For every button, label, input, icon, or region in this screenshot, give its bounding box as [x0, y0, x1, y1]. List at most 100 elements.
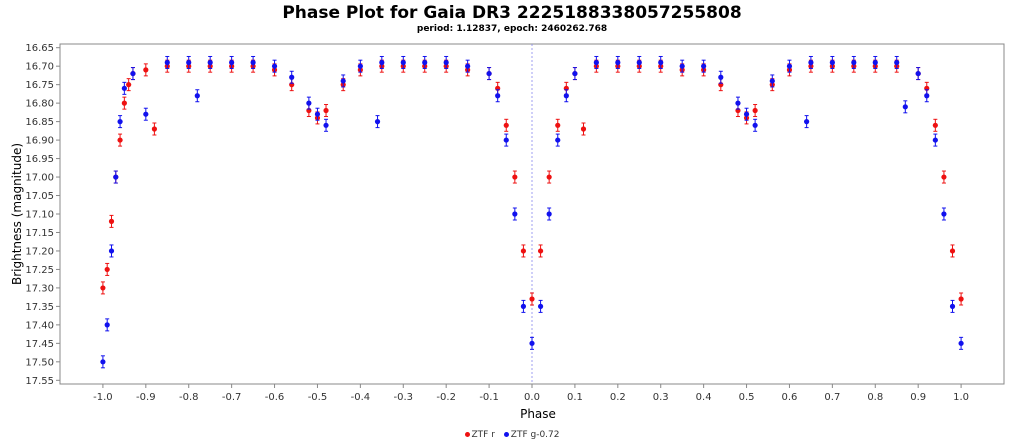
data-point	[958, 340, 964, 346]
x-tick-label: 0.5	[739, 392, 755, 403]
data-point	[752, 122, 758, 128]
series-ztf-g	[100, 55, 964, 369]
data-point	[563, 93, 569, 99]
data-point	[949, 303, 956, 309]
data-point	[520, 303, 527, 309]
x-tick-label: -0.7	[222, 392, 242, 403]
y-tick-label: 16.70	[25, 62, 54, 73]
y-tick-label: 17.00	[25, 173, 54, 184]
data-point	[915, 70, 921, 77]
y-tick-label: 16.75	[25, 80, 54, 91]
y-tick-label: 16.85	[25, 117, 54, 128]
data-point	[194, 93, 200, 99]
x-tick-label: 0.1	[567, 392, 583, 403]
data-point	[229, 59, 235, 66]
data-point	[735, 100, 741, 106]
data-point	[752, 107, 758, 114]
data-point	[357, 63, 363, 69]
data-point	[636, 59, 642, 66]
data-point	[572, 70, 578, 77]
data-point	[503, 137, 509, 143]
y-tick-label: 16.65	[25, 43, 54, 54]
data-point	[100, 285, 106, 291]
data-point	[100, 359, 106, 365]
y-tick-label: 17.30	[25, 283, 54, 294]
data-point	[808, 59, 814, 66]
data-point	[164, 59, 170, 66]
x-tick-label: -0.1	[479, 392, 499, 403]
data-point	[250, 59, 256, 66]
x-tick-label: -0.4	[351, 392, 371, 403]
y-tick-label: 17.50	[25, 357, 54, 368]
x-tick-label: -0.5	[308, 392, 328, 403]
x-tick-label: 0.7	[824, 392, 840, 403]
y-tick-label: 17.05	[25, 191, 54, 202]
data-point	[422, 59, 428, 66]
data-point	[555, 122, 561, 128]
data-point	[314, 111, 321, 117]
x-tick-label: -0.3	[394, 392, 414, 403]
data-point	[207, 59, 213, 66]
y-tick-label: 17.15	[25, 228, 54, 239]
legend: ZTF r ZTF g-0.72	[0, 430, 1024, 440]
x-axis-label: Phase	[520, 407, 556, 421]
data-point	[537, 248, 544, 254]
x-axis-ticks: -1.0 -0.9 -0.8 -0.7 -0.6 -0.5 -0.4 -0.3 -0.2 -0.1…	[93, 384, 969, 403]
data-point	[701, 63, 707, 69]
data-point	[130, 70, 136, 77]
data-point	[924, 93, 930, 99]
data-point	[902, 104, 908, 110]
data-point	[104, 266, 110, 273]
data-point	[580, 126, 587, 132]
y-axis-label: Brightness (magnitude)	[10, 143, 24, 285]
data-point	[941, 174, 947, 180]
y-tick-label: 16.95	[25, 154, 54, 165]
data-point	[512, 174, 518, 180]
x-tick-label: 0.0	[524, 392, 540, 403]
data-point	[186, 59, 192, 66]
data-point	[495, 93, 501, 99]
x-tick-label: 0.4	[696, 392, 712, 403]
data-point	[537, 303, 544, 309]
data-point	[117, 137, 123, 143]
y-tick-label: 16.90	[25, 136, 54, 147]
data-point	[379, 59, 385, 66]
data-point	[679, 63, 685, 69]
data-point	[894, 59, 900, 66]
y-tick-label: 17.25	[25, 265, 54, 276]
data-point	[143, 111, 149, 117]
data-point	[958, 296, 964, 302]
y-tick-label: 17.45	[25, 339, 54, 350]
data-point	[546, 211, 552, 217]
legend-marker-ztf-r	[464, 432, 470, 437]
chart-subtitle: period: 1.12837, epoch: 2460262.768	[416, 24, 608, 34]
data-point	[786, 63, 793, 69]
data-point	[529, 340, 535, 346]
data-point	[374, 119, 381, 125]
legend-marker-ztf-g	[503, 432, 509, 437]
data-point	[520, 248, 527, 254]
y-tick-label: 17.20	[25, 246, 54, 257]
data-point	[949, 248, 956, 254]
data-point	[323, 107, 329, 114]
data-point	[271, 63, 278, 69]
data-point	[555, 137, 561, 143]
data-point	[486, 70, 492, 77]
data-point	[769, 78, 775, 84]
data-point	[340, 78, 346, 84]
x-tick-label: 0.6	[782, 392, 798, 403]
x-tick-label: 0.2	[610, 392, 626, 403]
data-point	[126, 82, 132, 88]
x-tick-label: -0.9	[136, 392, 156, 403]
x-tick-label: -0.2	[436, 392, 456, 403]
legend-item-ztf-r: ZTF r	[464, 430, 495, 440]
data-point	[104, 322, 110, 328]
data-point	[941, 211, 947, 217]
data-point	[143, 67, 149, 73]
x-tick-label: 0.9	[910, 392, 926, 403]
chart-title: Phase Plot for Gaia DR3 2225188338057255…	[282, 3, 742, 23]
data-point	[400, 59, 406, 66]
data-point	[151, 126, 157, 132]
data-points	[100, 55, 964, 369]
